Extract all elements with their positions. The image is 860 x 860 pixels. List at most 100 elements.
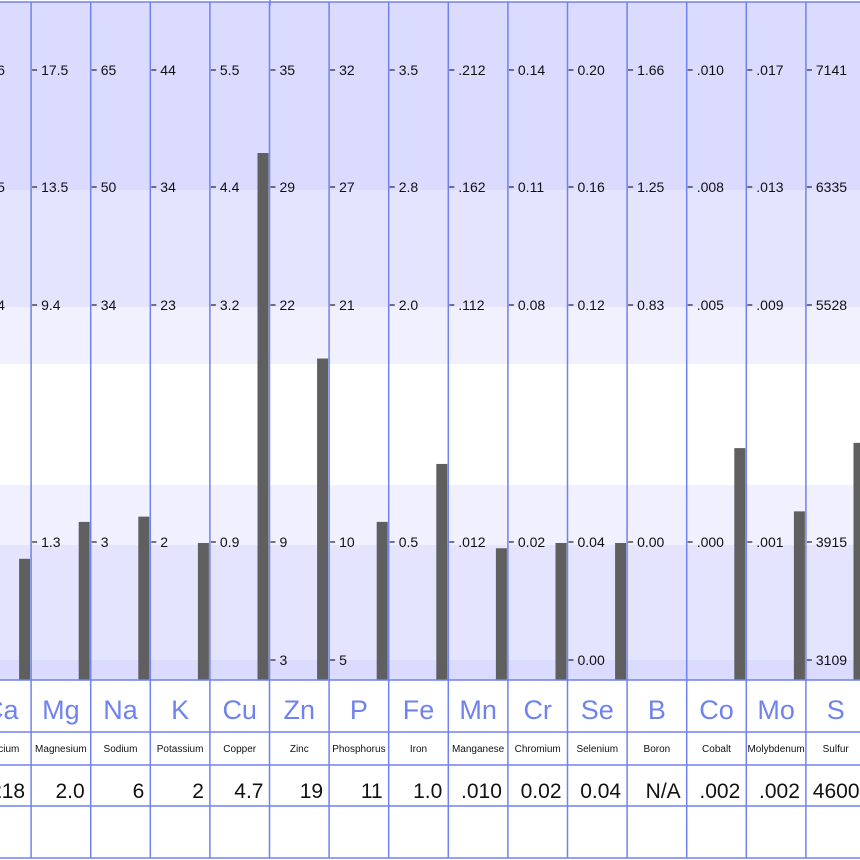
element-symbol: B [648,695,666,725]
tick-label: 0.04 [578,534,605,550]
tick-label: 3915 [816,534,847,550]
bar-selenium [615,542,627,680]
bar-calcium [19,558,31,680]
tick-label: 21 [339,297,355,313]
tick-label: 3.2 [220,297,240,313]
element-value: 2.0 [55,780,84,803]
tick-label: 50 [101,179,117,195]
tick-label: .009 [756,297,783,313]
element-name: Zinc [290,744,309,755]
tick-label: 4.4 [220,179,240,195]
bar-cobalt [734,448,746,680]
tick-label: 0.9 [220,534,240,550]
tick-label: 3109 [816,652,847,668]
element-symbol: Zn [284,695,316,725]
element-symbol: Se [581,695,614,725]
tick-label: 35 [280,62,296,78]
tick-label: 9 [280,534,288,550]
element-value: 19 [300,780,323,803]
element-symbol: Mn [459,695,497,725]
tick-label: .012 [458,534,485,550]
tick-label: 2 [160,534,168,550]
tick-label: 9.4 [41,297,61,313]
tick-label: 0.16 [578,179,605,195]
tick-label: 0.02 [518,534,545,550]
bar-magnesium [78,521,90,680]
element-value: N/A [646,780,681,803]
tick-label: 0.11 [518,179,544,195]
bar-molybdenum [793,511,805,680]
element-symbol: Fe [403,695,435,725]
tick-label: .005 [697,297,724,313]
element-name: Calcium [0,744,19,755]
element-symbol: Mo [757,695,795,725]
tick-label: 17.5 [41,62,68,78]
tick-label: 1.3 [41,534,61,550]
element-value: .002 [699,780,740,803]
tick-label: 5 [339,652,347,668]
tick-label: 0.14 [518,62,545,78]
bar-sodium [138,516,150,680]
bar-chromium [555,542,567,680]
tick-label: .001 [756,534,783,550]
tick-label: 0.20 [578,62,605,78]
element-symbol: S [827,695,845,725]
band-0 [0,2,860,190]
band-1 [0,190,860,307]
element-symbol: Na [103,695,138,725]
tick-label: 65 [101,62,117,78]
band-2 [0,307,860,364]
element-symbol: Co [699,695,734,725]
tick-label: 34 [160,179,176,195]
element-symbol: Ca [0,695,20,725]
table-background [0,680,860,860]
element-name: Sodium [104,744,138,755]
tick-label: .212 [458,62,485,78]
element-value: 0.02 [521,780,562,803]
element-name: Manganese [452,744,505,755]
tick-label: 0.00 [578,652,605,668]
bar-sulfur [853,442,860,680]
tick-label: 0.12 [578,297,605,313]
tick-label: 265 [0,179,5,195]
element-name: Phosphorus [332,744,385,755]
tick-label: 27 [339,179,355,195]
tick-label: 0.00 [637,534,664,550]
element-name: Boron [644,744,671,755]
tick-label: 0.83 [637,297,664,313]
tick-label: 0.08 [518,297,545,313]
tick-label: 3.5 [399,62,419,78]
element-name: Chromium [515,744,561,755]
tick-label: 7141 [816,62,847,78]
tick-label: 3 [101,534,109,550]
element-symbol: Mg [42,695,80,725]
bar-potassium [197,542,209,680]
tick-label: 10 [339,534,355,550]
band-3 [0,364,860,485]
tick-label: .010 [697,62,724,78]
bar-manganese [495,548,507,680]
element-value: 6 [133,780,145,803]
band-6 [0,660,860,680]
element-symbol: P [350,695,368,725]
bar-phosphorus [376,521,388,680]
element-name: Molybdenum [747,744,804,755]
tick-label: 6335 [816,179,847,195]
tick-label: 1.66 [637,62,664,78]
element-value: 0.04 [580,780,621,803]
element-name: Selenium [576,744,618,755]
tick-label: .008 [697,179,724,195]
element-name: Copper [223,744,256,755]
element-name: Iron [410,744,427,755]
tick-label: 23 [160,297,176,313]
element-value: .002 [759,780,800,803]
tick-label: .112 [458,297,484,313]
tick-label: 34 [101,297,117,313]
tick-label: 204 [0,297,5,313]
label-layer: Ca Calcium 218 Mg Magnesium 2.0 Na Sodium 6 K Pota… [0,695,860,803]
element-symbol: Cu [222,695,257,725]
bar-zinc [317,358,329,680]
tick-label: 1.25 [637,179,664,195]
tick-label: 13.5 [41,179,68,195]
